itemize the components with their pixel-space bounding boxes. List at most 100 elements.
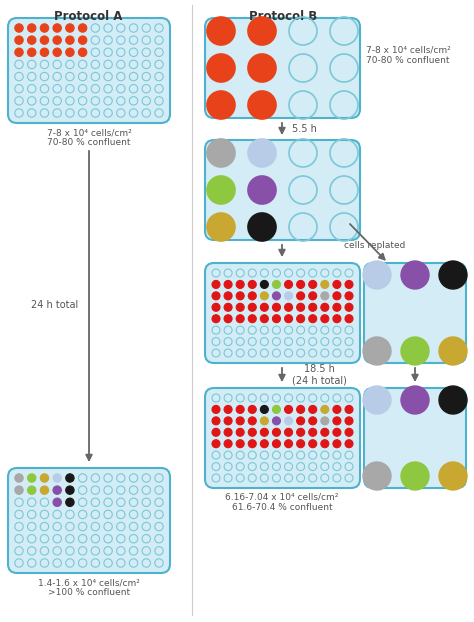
Circle shape bbox=[439, 462, 467, 490]
Circle shape bbox=[212, 292, 220, 300]
Circle shape bbox=[236, 292, 244, 300]
Circle shape bbox=[40, 486, 49, 494]
Circle shape bbox=[297, 417, 305, 425]
Circle shape bbox=[363, 261, 391, 289]
Circle shape bbox=[212, 429, 220, 436]
Text: 7-8 x 10⁴ cells/cm²
70-80 % confluent: 7-8 x 10⁴ cells/cm² 70-80 % confluent bbox=[46, 128, 131, 147]
Circle shape bbox=[78, 36, 87, 44]
Circle shape bbox=[40, 24, 49, 32]
Text: 1.4-1.6 x 10⁴ cells/cm²
>100 % confluent: 1.4-1.6 x 10⁴ cells/cm² >100 % confluent bbox=[38, 578, 140, 597]
FancyBboxPatch shape bbox=[364, 388, 466, 488]
Circle shape bbox=[439, 261, 467, 289]
Circle shape bbox=[248, 17, 276, 45]
Circle shape bbox=[309, 292, 317, 300]
Circle shape bbox=[284, 281, 292, 289]
Circle shape bbox=[78, 48, 87, 57]
Circle shape bbox=[284, 304, 292, 311]
Circle shape bbox=[321, 429, 329, 436]
Circle shape bbox=[260, 315, 268, 323]
Circle shape bbox=[236, 304, 244, 311]
Circle shape bbox=[401, 261, 429, 289]
Circle shape bbox=[284, 429, 292, 436]
Text: 24 h total: 24 h total bbox=[31, 300, 79, 310]
Circle shape bbox=[248, 213, 276, 241]
Circle shape bbox=[260, 281, 268, 289]
Circle shape bbox=[212, 315, 220, 323]
Circle shape bbox=[309, 315, 317, 323]
Circle shape bbox=[236, 429, 244, 436]
Circle shape bbox=[260, 304, 268, 311]
Circle shape bbox=[345, 281, 353, 289]
Circle shape bbox=[53, 498, 61, 506]
Circle shape bbox=[248, 429, 256, 436]
Circle shape bbox=[309, 304, 317, 311]
Circle shape bbox=[248, 91, 276, 119]
Circle shape bbox=[27, 486, 36, 494]
Circle shape bbox=[207, 139, 235, 167]
Text: Protocol B: Protocol B bbox=[249, 10, 317, 23]
Circle shape bbox=[207, 54, 235, 82]
Circle shape bbox=[321, 304, 329, 311]
Circle shape bbox=[273, 429, 281, 436]
Circle shape bbox=[207, 91, 235, 119]
Circle shape bbox=[212, 440, 220, 448]
Circle shape bbox=[212, 417, 220, 425]
Circle shape bbox=[333, 406, 341, 414]
Circle shape bbox=[333, 315, 341, 323]
Circle shape bbox=[439, 386, 467, 414]
Circle shape bbox=[212, 304, 220, 311]
Circle shape bbox=[273, 292, 281, 300]
Circle shape bbox=[297, 429, 305, 436]
Circle shape bbox=[66, 474, 74, 482]
Circle shape bbox=[248, 304, 256, 311]
FancyBboxPatch shape bbox=[205, 263, 360, 363]
Circle shape bbox=[297, 440, 305, 448]
Circle shape bbox=[333, 281, 341, 289]
Circle shape bbox=[248, 440, 256, 448]
Circle shape bbox=[66, 48, 74, 57]
Text: 6.16-7.04 x 10⁴ cells/cm²
61.6-70.4 % confluent: 6.16-7.04 x 10⁴ cells/cm² 61.6-70.4 % co… bbox=[225, 493, 339, 513]
Circle shape bbox=[27, 24, 36, 32]
Circle shape bbox=[273, 440, 281, 448]
Circle shape bbox=[297, 406, 305, 414]
Text: cells replated: cells replated bbox=[344, 241, 406, 250]
FancyBboxPatch shape bbox=[8, 468, 170, 573]
Circle shape bbox=[53, 24, 61, 32]
Circle shape bbox=[224, 429, 232, 436]
Circle shape bbox=[212, 406, 220, 414]
Circle shape bbox=[401, 462, 429, 490]
Circle shape bbox=[224, 440, 232, 448]
Circle shape bbox=[309, 281, 317, 289]
Circle shape bbox=[66, 498, 74, 506]
Circle shape bbox=[439, 337, 467, 365]
Circle shape bbox=[297, 304, 305, 311]
Circle shape bbox=[53, 474, 61, 482]
Circle shape bbox=[297, 292, 305, 300]
Circle shape bbox=[78, 24, 87, 32]
FancyBboxPatch shape bbox=[8, 18, 170, 123]
Circle shape bbox=[273, 417, 281, 425]
Circle shape bbox=[321, 440, 329, 448]
Circle shape bbox=[27, 48, 36, 57]
Circle shape bbox=[284, 292, 292, 300]
Circle shape bbox=[363, 462, 391, 490]
Circle shape bbox=[284, 406, 292, 414]
Circle shape bbox=[297, 315, 305, 323]
Circle shape bbox=[15, 24, 23, 32]
Circle shape bbox=[53, 36, 61, 44]
Circle shape bbox=[273, 315, 281, 323]
Circle shape bbox=[207, 17, 235, 45]
Circle shape bbox=[345, 315, 353, 323]
Circle shape bbox=[284, 440, 292, 448]
Circle shape bbox=[248, 315, 256, 323]
Circle shape bbox=[224, 292, 232, 300]
Circle shape bbox=[40, 48, 49, 57]
Circle shape bbox=[273, 406, 281, 414]
Circle shape bbox=[345, 440, 353, 448]
Circle shape bbox=[53, 486, 61, 494]
Circle shape bbox=[236, 440, 244, 448]
FancyBboxPatch shape bbox=[205, 18, 360, 118]
Circle shape bbox=[15, 36, 23, 44]
Circle shape bbox=[207, 213, 235, 241]
Circle shape bbox=[321, 406, 329, 414]
